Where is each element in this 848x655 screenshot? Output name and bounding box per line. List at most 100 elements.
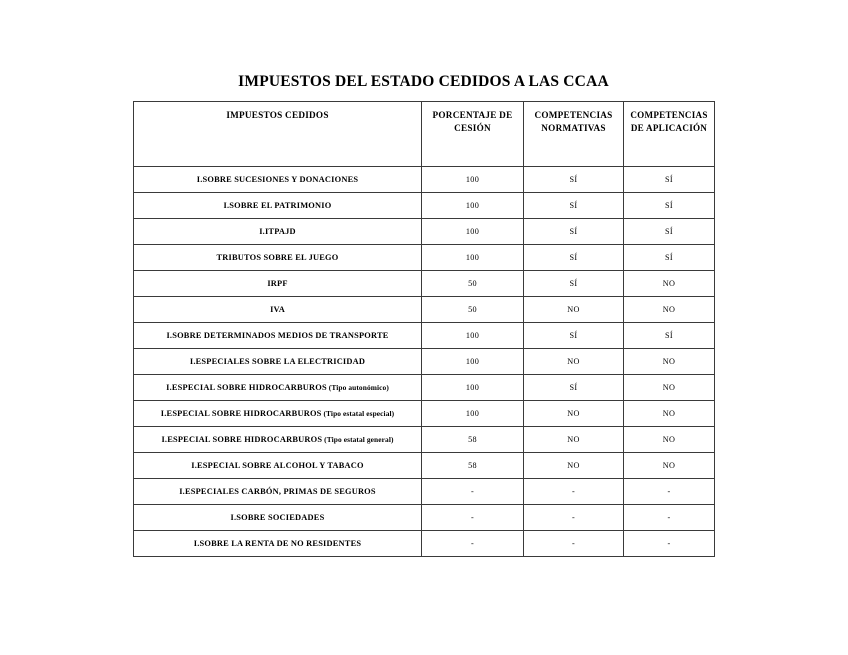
cell-tax-name: I.SOBRE SUCESIONES Y DONACIONES — [133, 166, 422, 193]
tax-name-text: I.SOBRE SOCIEDADES — [230, 513, 325, 522]
table-row: I.ITPAJD 100 SÍ SÍ — [133, 218, 715, 245]
table-row: I.SOBRE SOCIEDADES - - - — [133, 504, 715, 531]
cell-normative: NO — [523, 400, 624, 427]
cell-normative: - — [523, 504, 624, 531]
tax-name-text: I.ESPECIAL SOBRE HIDROCARBUROS — [166, 383, 327, 392]
cell-percentage: - — [421, 504, 524, 531]
table-row: IVA 50 NO NO — [133, 296, 715, 323]
tax-name-text: I.ESPECIAL SOBRE HIDROCARBUROS — [160, 409, 322, 418]
cell-application: SÍ — [623, 218, 715, 245]
cell-tax-name: TRIBUTOS SOBRE EL JUEGO — [133, 244, 422, 271]
cell-application: SÍ — [623, 192, 715, 219]
cell-percentage: 100 — [421, 374, 524, 401]
cell-tax-name: I.ESPECIAL SOBRE HIDROCARBUROS (Tipo aut… — [133, 374, 422, 401]
column-header-percentage: PORCENTAJE DE CESIÓN — [421, 101, 524, 167]
cell-percentage: 100 — [421, 322, 524, 349]
tax-name-text: I.SOBRE DETERMINADOS MEDIOS DE TRANSPORT… — [166, 331, 389, 340]
cell-normative: SÍ — [523, 374, 624, 401]
cell-tax-name: IRPF — [133, 270, 422, 297]
cell-percentage: 100 — [421, 244, 524, 271]
tax-name-qualifier: (Tipo estatal especial) — [321, 409, 395, 418]
table-body: I.SOBRE SUCESIONES Y DONACIONES 100 SÍ SÍ I.… — [133, 166, 715, 557]
cell-percentage: 58 — [421, 426, 524, 453]
cell-tax-name: I.ESPECIALES CARBÓN, PRIMAS DE SEGUROS — [133, 478, 422, 505]
cell-application: - — [623, 478, 715, 505]
table-row: I.ESPECIAL SOBRE HIDROCARBUROS (Tipo aut… — [133, 374, 715, 401]
cell-tax-name: I.ESPECIAL SOBRE HIDROCARBUROS (Tipo est… — [133, 426, 422, 453]
cell-normative: - — [523, 478, 624, 505]
cell-normative: SÍ — [523, 270, 624, 297]
column-header-application: COMPETENCIAS DE APLICACIÓN — [623, 101, 715, 167]
column-header-normative: COMPETENCIAS NORMATIVAS — [523, 101, 624, 167]
tax-name-qualifier: (Tipo autonómico) — [326, 383, 389, 392]
cell-tax-name: I.ESPECIAL SOBRE ALCOHOL Y TABACO — [133, 452, 422, 479]
tax-name-text: I.SOBRE LA RENTA DE NO RESIDENTES — [193, 539, 362, 548]
cell-application: SÍ — [623, 322, 715, 349]
cell-tax-name: IVA — [133, 296, 422, 323]
table-row: IRPF 50 SÍ NO — [133, 270, 715, 297]
cell-normative: - — [523, 530, 624, 557]
cell-percentage: 58 — [421, 452, 524, 479]
cell-tax-name: I.ESPECIAL SOBRE HIDROCARBUROS (Tipo est… — [133, 400, 422, 427]
tax-name-text: I.ESPECIALES CARBÓN, PRIMAS DE SEGUROS — [179, 487, 376, 496]
table-header-row: IMPUESTOS CEDIDOS PORCENTAJE DE CESIÓN C… — [133, 101, 715, 167]
cell-normative: NO — [523, 426, 624, 453]
table-row: I.SOBRE DETERMINADOS MEDIOS DE TRANSPORT… — [133, 322, 715, 349]
tax-name-text: IRPF — [267, 279, 288, 288]
cell-normative: NO — [523, 452, 624, 479]
cell-percentage: 50 — [421, 270, 524, 297]
cell-percentage: 100 — [421, 166, 524, 193]
column-header-tax-name: IMPUESTOS CEDIDOS — [133, 101, 422, 167]
tax-name-text: I.ESPECIAL SOBRE HIDROCARBUROS — [161, 435, 323, 444]
cell-percentage: 100 — [421, 192, 524, 219]
tax-name-text: TRIBUTOS SOBRE EL JUEGO — [216, 253, 339, 262]
cell-normative: SÍ — [523, 218, 624, 245]
cell-normative: SÍ — [523, 166, 624, 193]
cell-percentage: 100 — [421, 348, 524, 375]
table-row: I.ESPECIAL SOBRE HIDROCARBUROS (Tipo est… — [133, 400, 715, 427]
cell-application: SÍ — [623, 166, 715, 193]
cell-percentage: 100 — [421, 400, 524, 427]
ceded-taxes-table: IMPUESTOS CEDIDOS PORCENTAJE DE CESIÓN C… — [133, 101, 715, 557]
cell-application: SÍ — [623, 244, 715, 271]
cell-application: NO — [623, 270, 715, 297]
cell-tax-name: I.ESPECIALES SOBRE LA ELECTRICIDAD — [133, 348, 422, 375]
cell-percentage: - — [421, 478, 524, 505]
tax-name-text: I.ITPAJD — [259, 227, 296, 236]
cell-tax-name: I.ITPAJD — [133, 218, 422, 245]
tax-name-text: I.SOBRE SUCESIONES Y DONACIONES — [196, 175, 359, 184]
table-row: I.SOBRE SUCESIONES Y DONACIONES 100 SÍ SÍ — [133, 166, 715, 193]
cell-application: NO — [623, 452, 715, 479]
cell-normative: SÍ — [523, 244, 624, 271]
table-row: I.SOBRE EL PATRIMONIO 100 SÍ SÍ — [133, 192, 715, 219]
table-row: I.ESPECIAL SOBRE ALCOHOL Y TABACO 58 NO NO — [133, 452, 715, 479]
cell-normative: NO — [523, 296, 624, 323]
cell-percentage: 50 — [421, 296, 524, 323]
table-header: IMPUESTOS CEDIDOS PORCENTAJE DE CESIÓN C… — [133, 101, 715, 167]
cell-percentage: 100 — [421, 218, 524, 245]
tax-name-text: I.ESPECIAL SOBRE ALCOHOL Y TABACO — [191, 461, 364, 470]
page-title: IMPUESTOS DEL ESTADO CEDIDOS A LAS CCAA — [238, 73, 609, 90]
table-row: TRIBUTOS SOBRE EL JUEGO 100 SÍ SÍ — [133, 244, 715, 271]
cell-tax-name: I.SOBRE SOCIEDADES — [133, 504, 422, 531]
tax-name-text: I.ESPECIALES SOBRE LA ELECTRICIDAD — [189, 357, 366, 366]
cell-normative: SÍ — [523, 192, 624, 219]
cell-normative: SÍ — [523, 322, 624, 349]
table-row: I.SOBRE LA RENTA DE NO RESIDENTES - - - — [133, 530, 715, 557]
cell-application: NO — [623, 400, 715, 427]
cell-application: NO — [623, 374, 715, 401]
cell-tax-name: I.SOBRE LA RENTA DE NO RESIDENTES — [133, 530, 422, 557]
cell-tax-name: I.SOBRE DETERMINADOS MEDIOS DE TRANSPORT… — [133, 322, 422, 349]
tax-name-text: IVA — [270, 305, 285, 314]
cell-application: NO — [623, 426, 715, 453]
cell-application: - — [623, 530, 715, 557]
cell-percentage: - — [421, 530, 524, 557]
tax-name-qualifier: (Tipo estatal general) — [322, 435, 394, 444]
tax-name-text: I.SOBRE EL PATRIMONIO — [223, 201, 332, 210]
table-row: I.ESPECIAL SOBRE HIDROCARBUROS (Tipo est… — [133, 426, 715, 453]
cell-normative: NO — [523, 348, 624, 375]
cell-application: NO — [623, 296, 715, 323]
cell-application: - — [623, 504, 715, 531]
table-row: I.ESPECIALES SOBRE LA ELECTRICIDAD 100 NO N… — [133, 348, 715, 375]
